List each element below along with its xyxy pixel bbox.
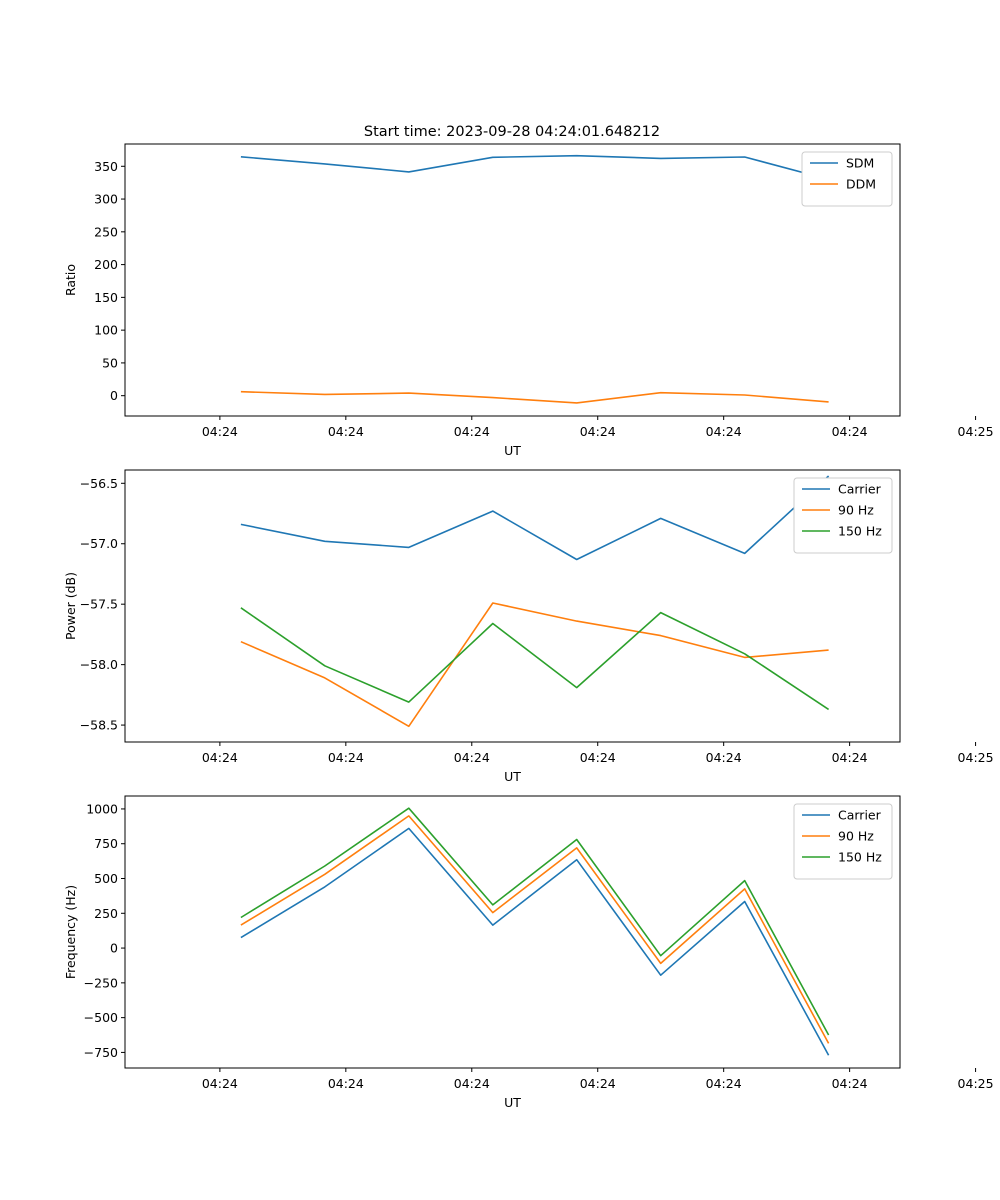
- y-axis-label: Ratio: [63, 264, 78, 296]
- series-line-150-hz: [240, 607, 830, 711]
- series-line-150-hz: [240, 807, 830, 1036]
- x-tick-label: 04:24: [328, 750, 364, 765]
- legend-label: 90 Hz: [838, 503, 874, 518]
- legend-label: 90 Hz: [838, 829, 874, 844]
- x-axis-label: UT: [504, 769, 521, 784]
- y-tick-label: 200: [94, 257, 118, 272]
- x-tick-label: 04:24: [454, 1076, 490, 1091]
- series-line-carrier: [240, 475, 830, 561]
- series-line-carrier: [240, 827, 830, 1056]
- legend: SDM DDM: [801, 151, 893, 207]
- axes-frame: [124, 469, 901, 743]
- x-tick-label: 04:24: [454, 750, 490, 765]
- series-line-ddm: [240, 390, 829, 404]
- x-tick-label: 04:24: [706, 750, 742, 765]
- plots-container: 0 50 100 150 200 250 300 350 04:24 04:24 04:24 04:2…: [63, 143, 994, 1110]
- y-tick-label: −57.5: [80, 597, 118, 612]
- subplot-3: −750 −500 −250 0 250 500 750 1000 04:24 04:24 04:2…: [63, 795, 994, 1110]
- x-tick-label: 04:24: [580, 424, 616, 439]
- y-tick-label: −500: [84, 1010, 118, 1025]
- legend-label: SDM: [846, 156, 874, 171]
- y-tick-label: 500: [94, 871, 118, 886]
- legend-label: Carrier: [838, 482, 882, 497]
- x-tick-label: 04:25: [958, 1076, 994, 1091]
- x-tick-label: 04:24: [832, 750, 868, 765]
- y-tick-label: 250: [94, 224, 118, 239]
- x-tick-label: 04:24: [706, 1076, 742, 1091]
- legend: Carrier 90 Hz 150 Hz: [793, 803, 893, 880]
- y-tick-label: 150: [94, 290, 118, 305]
- x-tick-label: 04:24: [202, 424, 238, 439]
- series-line-90-hz: [240, 602, 829, 728]
- y-tick-label: −56.5: [80, 476, 118, 491]
- y-tick-label: 250: [94, 906, 118, 921]
- legend-frame: [793, 803, 893, 880]
- x-axis-label: UT: [504, 1095, 521, 1110]
- x-tick-label: 04:24: [706, 424, 742, 439]
- legend-frame: [793, 477, 893, 554]
- x-tick-label: 04:24: [454, 424, 490, 439]
- subplot-2: −58.5 −58.0 −57.5 −57.0 −56.5 04:24 04:24 04:24…: [63, 469, 994, 784]
- y-tick-label: 1000: [86, 801, 118, 816]
- chart-title: Start time: 2023-09-28 04:24:01.648212: [364, 124, 660, 140]
- legend-label: 150 Hz: [838, 850, 882, 865]
- y-tick-label: 750: [94, 836, 118, 851]
- legend-label: Carrier: [838, 808, 882, 823]
- x-tick-label: 04:24: [328, 424, 364, 439]
- x-tick-label: 04:25: [958, 750, 994, 765]
- x-tick-label: 04:25: [958, 424, 994, 439]
- x-tick-label: 04:24: [580, 750, 616, 765]
- x-tick-label: 04:24: [832, 424, 868, 439]
- y-tick-label: 350: [94, 159, 118, 174]
- y-tick-label: 300: [94, 192, 118, 207]
- subplot-1: 0 50 100 150 200 250 300 350 04:24 04:24 04:24 04:2…: [63, 143, 994, 458]
- y-tick-label: 100: [94, 323, 118, 338]
- y-tick-label: −58.5: [80, 718, 118, 733]
- y-tick-label: −58.0: [80, 657, 118, 672]
- y-tick-label: −57.0: [80, 536, 118, 551]
- x-tick-label: 04:24: [202, 1076, 238, 1091]
- legend-frame: [801, 151, 893, 207]
- axes-frame: [124, 143, 901, 417]
- x-tick-label: 04:24: [580, 1076, 616, 1091]
- y-tick-label: 0: [110, 941, 118, 956]
- legend-label: DDM: [846, 177, 876, 192]
- x-tick-label: 04:24: [328, 1076, 364, 1091]
- x-tick-label: 04:24: [202, 750, 238, 765]
- y-tick-label: 0: [110, 388, 118, 403]
- series-line-90-hz: [240, 815, 830, 1044]
- legend: Carrier 90 Hz 150 Hz: [793, 477, 893, 554]
- x-tick-label: 04:24: [832, 1076, 868, 1091]
- legend-label: 150 Hz: [838, 524, 882, 539]
- y-tick-label: 50: [102, 355, 118, 370]
- series-line-sdm: [240, 154, 829, 181]
- x-axis-label: UT: [504, 443, 521, 458]
- y-axis-label: Frequency (Hz): [63, 885, 78, 979]
- axes-frame: [124, 795, 901, 1069]
- y-axis-label: Power (dB): [63, 572, 78, 640]
- y-tick-label: −250: [84, 975, 118, 990]
- y-tick-label: −750: [84, 1045, 118, 1060]
